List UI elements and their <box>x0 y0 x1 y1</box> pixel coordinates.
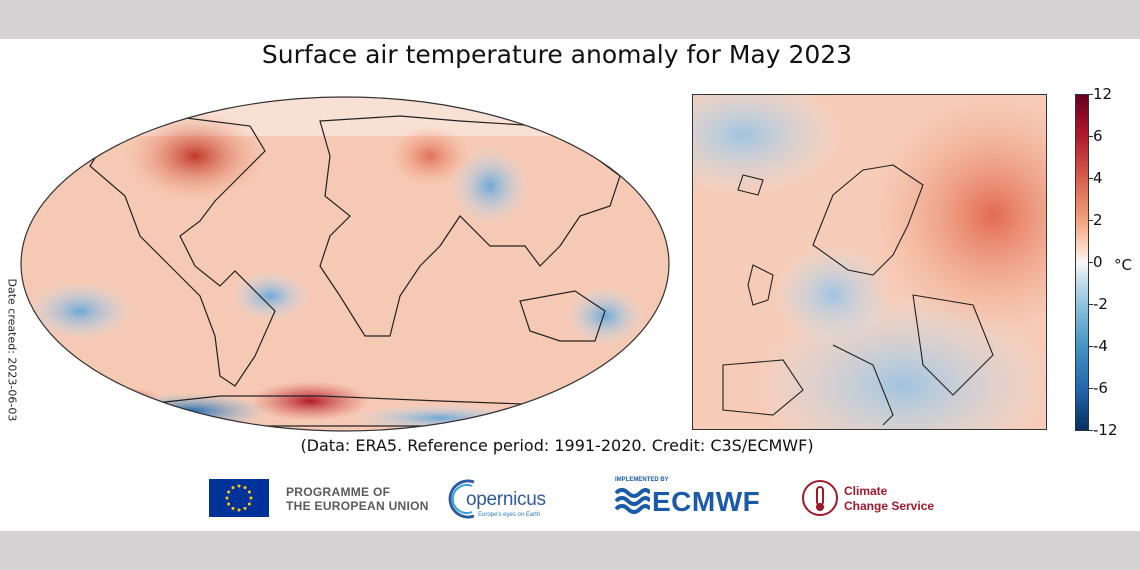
colorbar-tick-label: 0 <box>1093 253 1103 271</box>
eu-line-2: THE EUROPEAN UNION <box>286 499 429 513</box>
c3s-text: Climate Change Service <box>844 484 934 514</box>
tick-mark <box>1089 136 1093 137</box>
c3s-line-2: Change Service <box>844 499 935 513</box>
eu-line-1: PROGRAMME OF <box>286 485 391 499</box>
colorbar-tick-label: -4 <box>1093 337 1108 355</box>
tick-mark <box>1089 94 1093 95</box>
copernicus-name: opernicus <box>466 489 546 510</box>
tick-mark <box>1089 346 1093 347</box>
ecmwf-name: ECMWF <box>652 486 761 517</box>
tick-mark <box>1089 388 1093 389</box>
date-created-label: Date created: 2023-06-03 <box>5 278 19 422</box>
c3s-line-1: Climate <box>844 484 888 498</box>
tick-mark <box>1089 220 1093 221</box>
implemented-by-label: IMPLEMENTED BY <box>615 477 669 483</box>
data-credit: (Data: ERA5. Reference period: 1991-2020… <box>300 436 814 455</box>
tick-mark <box>1089 304 1093 305</box>
tick-mark <box>1089 262 1093 263</box>
world-anomaly-map <box>20 96 670 432</box>
eu-programme-text: PROGRAMME OF THE EUROPEAN UNION <box>286 485 429 513</box>
colorbar-tick-label: 6 <box>1093 127 1103 145</box>
colorbar-tick-label: -12 <box>1093 421 1118 439</box>
colorbar-tick-label: 12 <box>1093 85 1113 103</box>
copernicus-tagline: Europe's eyes on Earth <box>478 512 541 518</box>
eu-flag-logo <box>209 479 269 517</box>
copernicus-logo <box>448 479 475 519</box>
colorbar-tick-label: -2 <box>1093 295 1108 313</box>
climate-change-service-logo <box>802 480 838 516</box>
colorbar-unit: °C <box>1114 256 1132 274</box>
europe-anomaly-map <box>692 94 1047 430</box>
colorbar-tick-label: -6 <box>1093 379 1108 397</box>
figure-title: Surface air temperature anomaly for May … <box>261 40 853 69</box>
ecmwf-wave-icon <box>614 488 650 514</box>
colorbar <box>1075 94 1089 431</box>
colorbar-tick-label: 2 <box>1093 211 1103 229</box>
colorbar-tick-label: 4 <box>1093 169 1103 187</box>
tick-mark <box>1089 430 1093 431</box>
tick-mark <box>1089 178 1093 179</box>
